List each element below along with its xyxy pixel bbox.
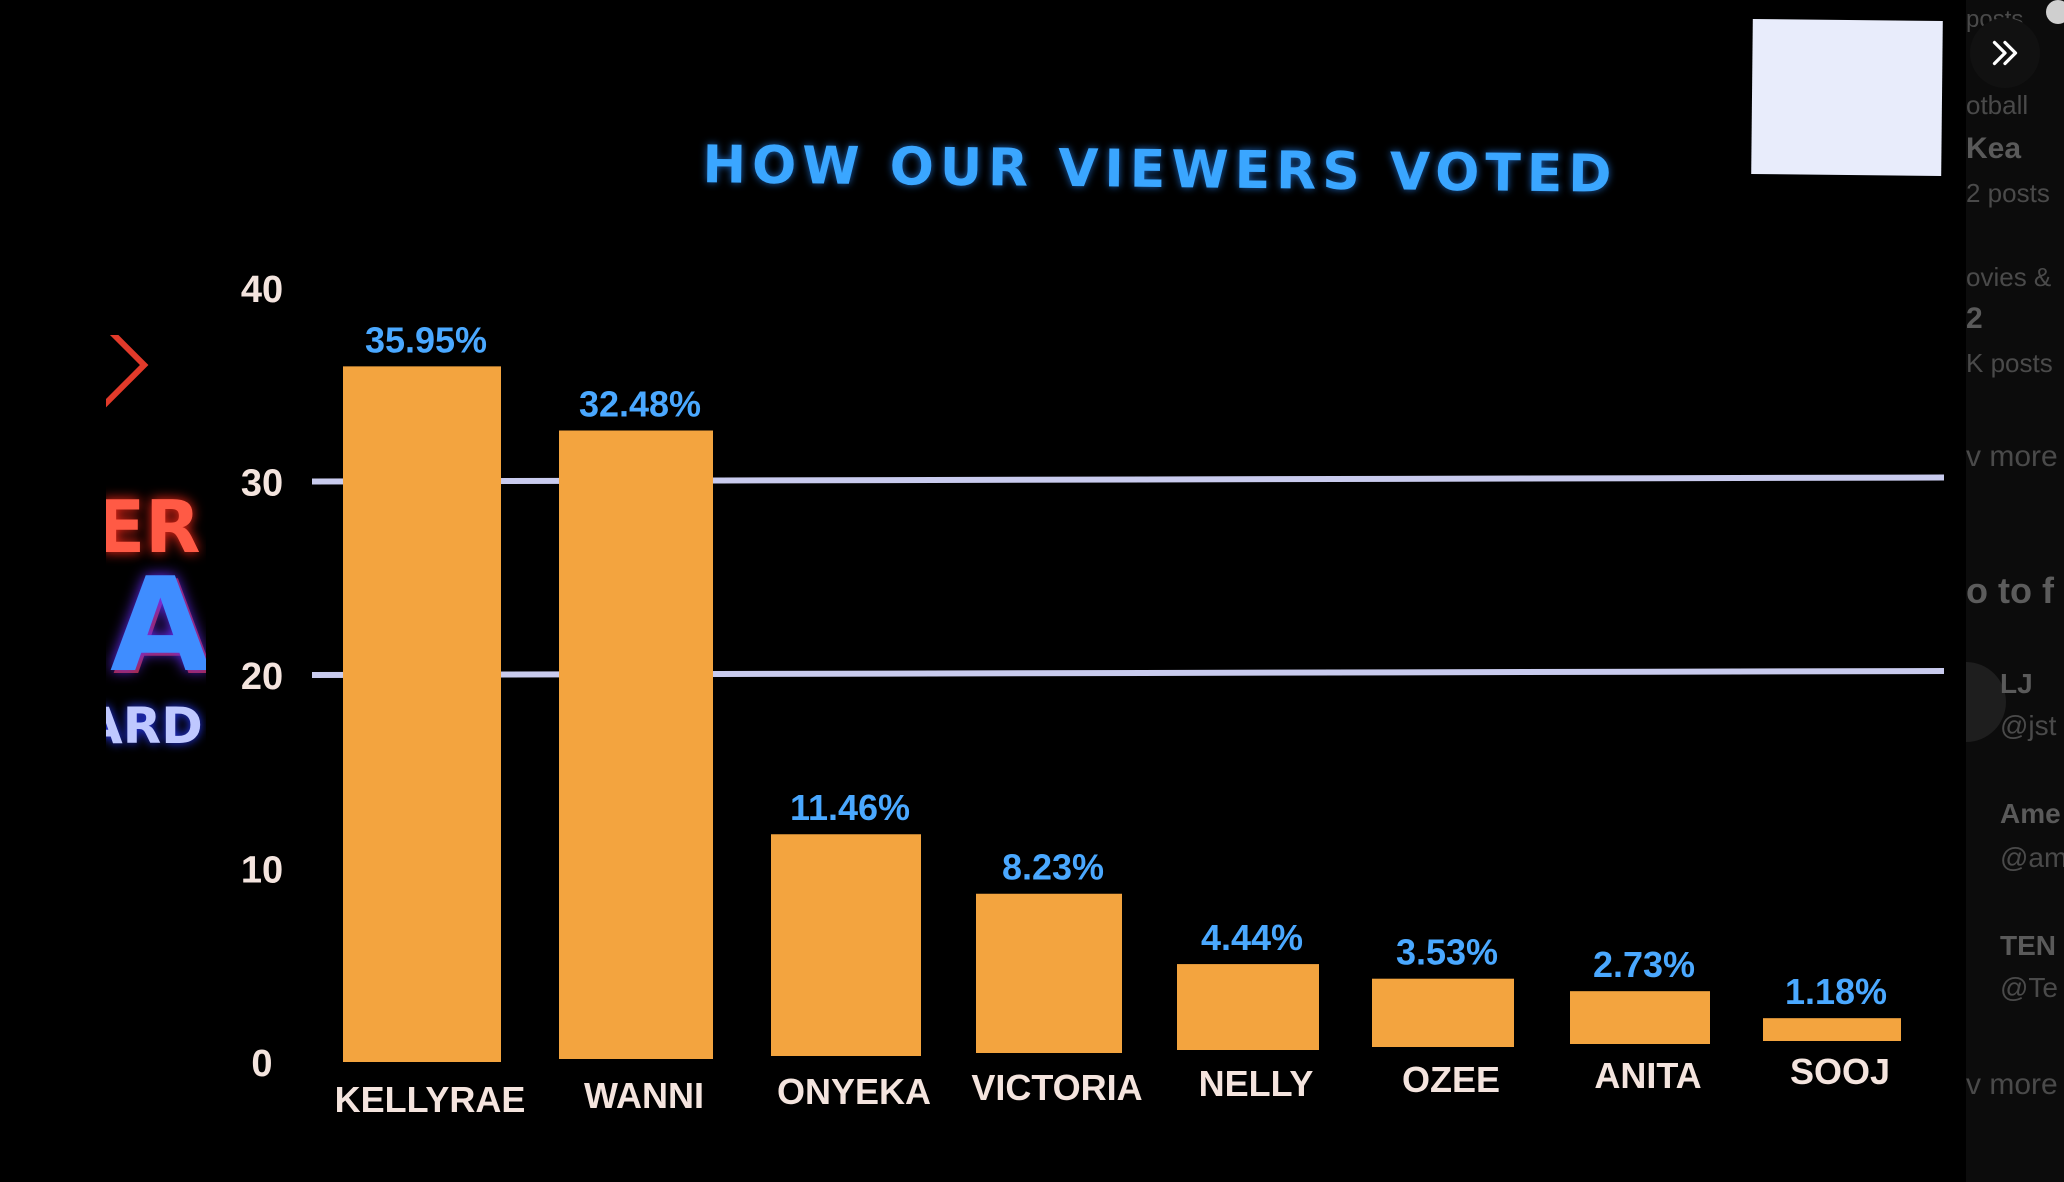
- category-label: SOOJ: [1790, 1051, 1890, 1092]
- category-label: ANITA: [1594, 1055, 1701, 1096]
- bar: [771, 834, 921, 1056]
- bar-value-label: 11.46%: [790, 787, 910, 828]
- y-tick-label: 10: [241, 850, 283, 892]
- side-panel: posts otball Kea 2 posts ovies & 2 K pos…: [1966, 0, 2064, 1182]
- y-tick-label: 30: [241, 463, 283, 505]
- double-chevron-right-icon: [1992, 40, 2018, 66]
- bar-value-label: 1.18%: [1785, 971, 1887, 1012]
- y-tick-label: 20: [241, 656, 283, 698]
- side-text: @am: [2000, 842, 2064, 873]
- bar: [976, 893, 1122, 1053]
- bar-chart: 0 10 20 30 40 35.95% 32.48% 11.46% 8.23% 4.44% 3.…: [241, 269, 1944, 1120]
- side-text[interactable]: 2: [1966, 302, 1983, 335]
- show-logo: ER A ARD: [106, 335, 206, 755]
- side-text: 2 posts: [1966, 178, 2050, 208]
- bar: [343, 366, 501, 1062]
- bar: [1570, 991, 1710, 1044]
- logo-fragment-ard: ARD: [106, 697, 203, 755]
- side-text[interactable]: Kea: [1966, 132, 2022, 165]
- corner-indicator: [2046, 0, 2064, 24]
- side-text[interactable]: Ame: [2000, 798, 2061, 829]
- category-label: WANNI: [584, 1075, 704, 1116]
- logo-fragment-a: A: [110, 549, 206, 701]
- show-more-link[interactable]: v more: [1966, 440, 2058, 473]
- bar: [559, 430, 713, 1060]
- bar: [1177, 964, 1319, 1050]
- side-text: otball: [1966, 90, 2029, 120]
- bar-value-label: 4.44%: [1201, 917, 1303, 958]
- gridline: [311, 474, 1944, 485]
- bar-value-label: 32.48%: [579, 384, 701, 425]
- side-text[interactable]: LJ: [2000, 668, 2033, 699]
- bar: [1763, 1018, 1901, 1041]
- bar-value-label: 8.23%: [1002, 847, 1104, 888]
- show-more-link[interactable]: v more: [1966, 1068, 2058, 1101]
- side-text: ovies &: [1966, 262, 2052, 292]
- category-label: KELLYRAE: [335, 1079, 526, 1120]
- side-text: @Te: [2000, 972, 2058, 1003]
- category-label: VICTORIA: [971, 1067, 1142, 1108]
- side-text: @jst: [2000, 710, 2057, 741]
- side-text[interactable]: TEN: [2000, 930, 2056, 961]
- bar-value-label: 2.73%: [1593, 944, 1695, 985]
- y-tick-label: 0: [251, 1043, 272, 1085]
- bar-value-label: 3.53%: [1396, 932, 1498, 973]
- y-tick-label: 40: [241, 269, 283, 311]
- expand-button[interactable]: [1970, 18, 2040, 88]
- bar-value-label: 35.95%: [365, 319, 487, 360]
- category-label: NELLY: [1199, 1063, 1314, 1104]
- category-label: ONYEKA: [777, 1071, 931, 1112]
- side-text: K posts: [1966, 348, 2053, 378]
- logo-fragment-er: ER: [106, 485, 201, 569]
- bar: [1372, 978, 1514, 1047]
- category-label: OZEE: [1402, 1059, 1500, 1100]
- gridline: [311, 668, 1944, 678]
- section-heading: o to f: [1966, 570, 2054, 611]
